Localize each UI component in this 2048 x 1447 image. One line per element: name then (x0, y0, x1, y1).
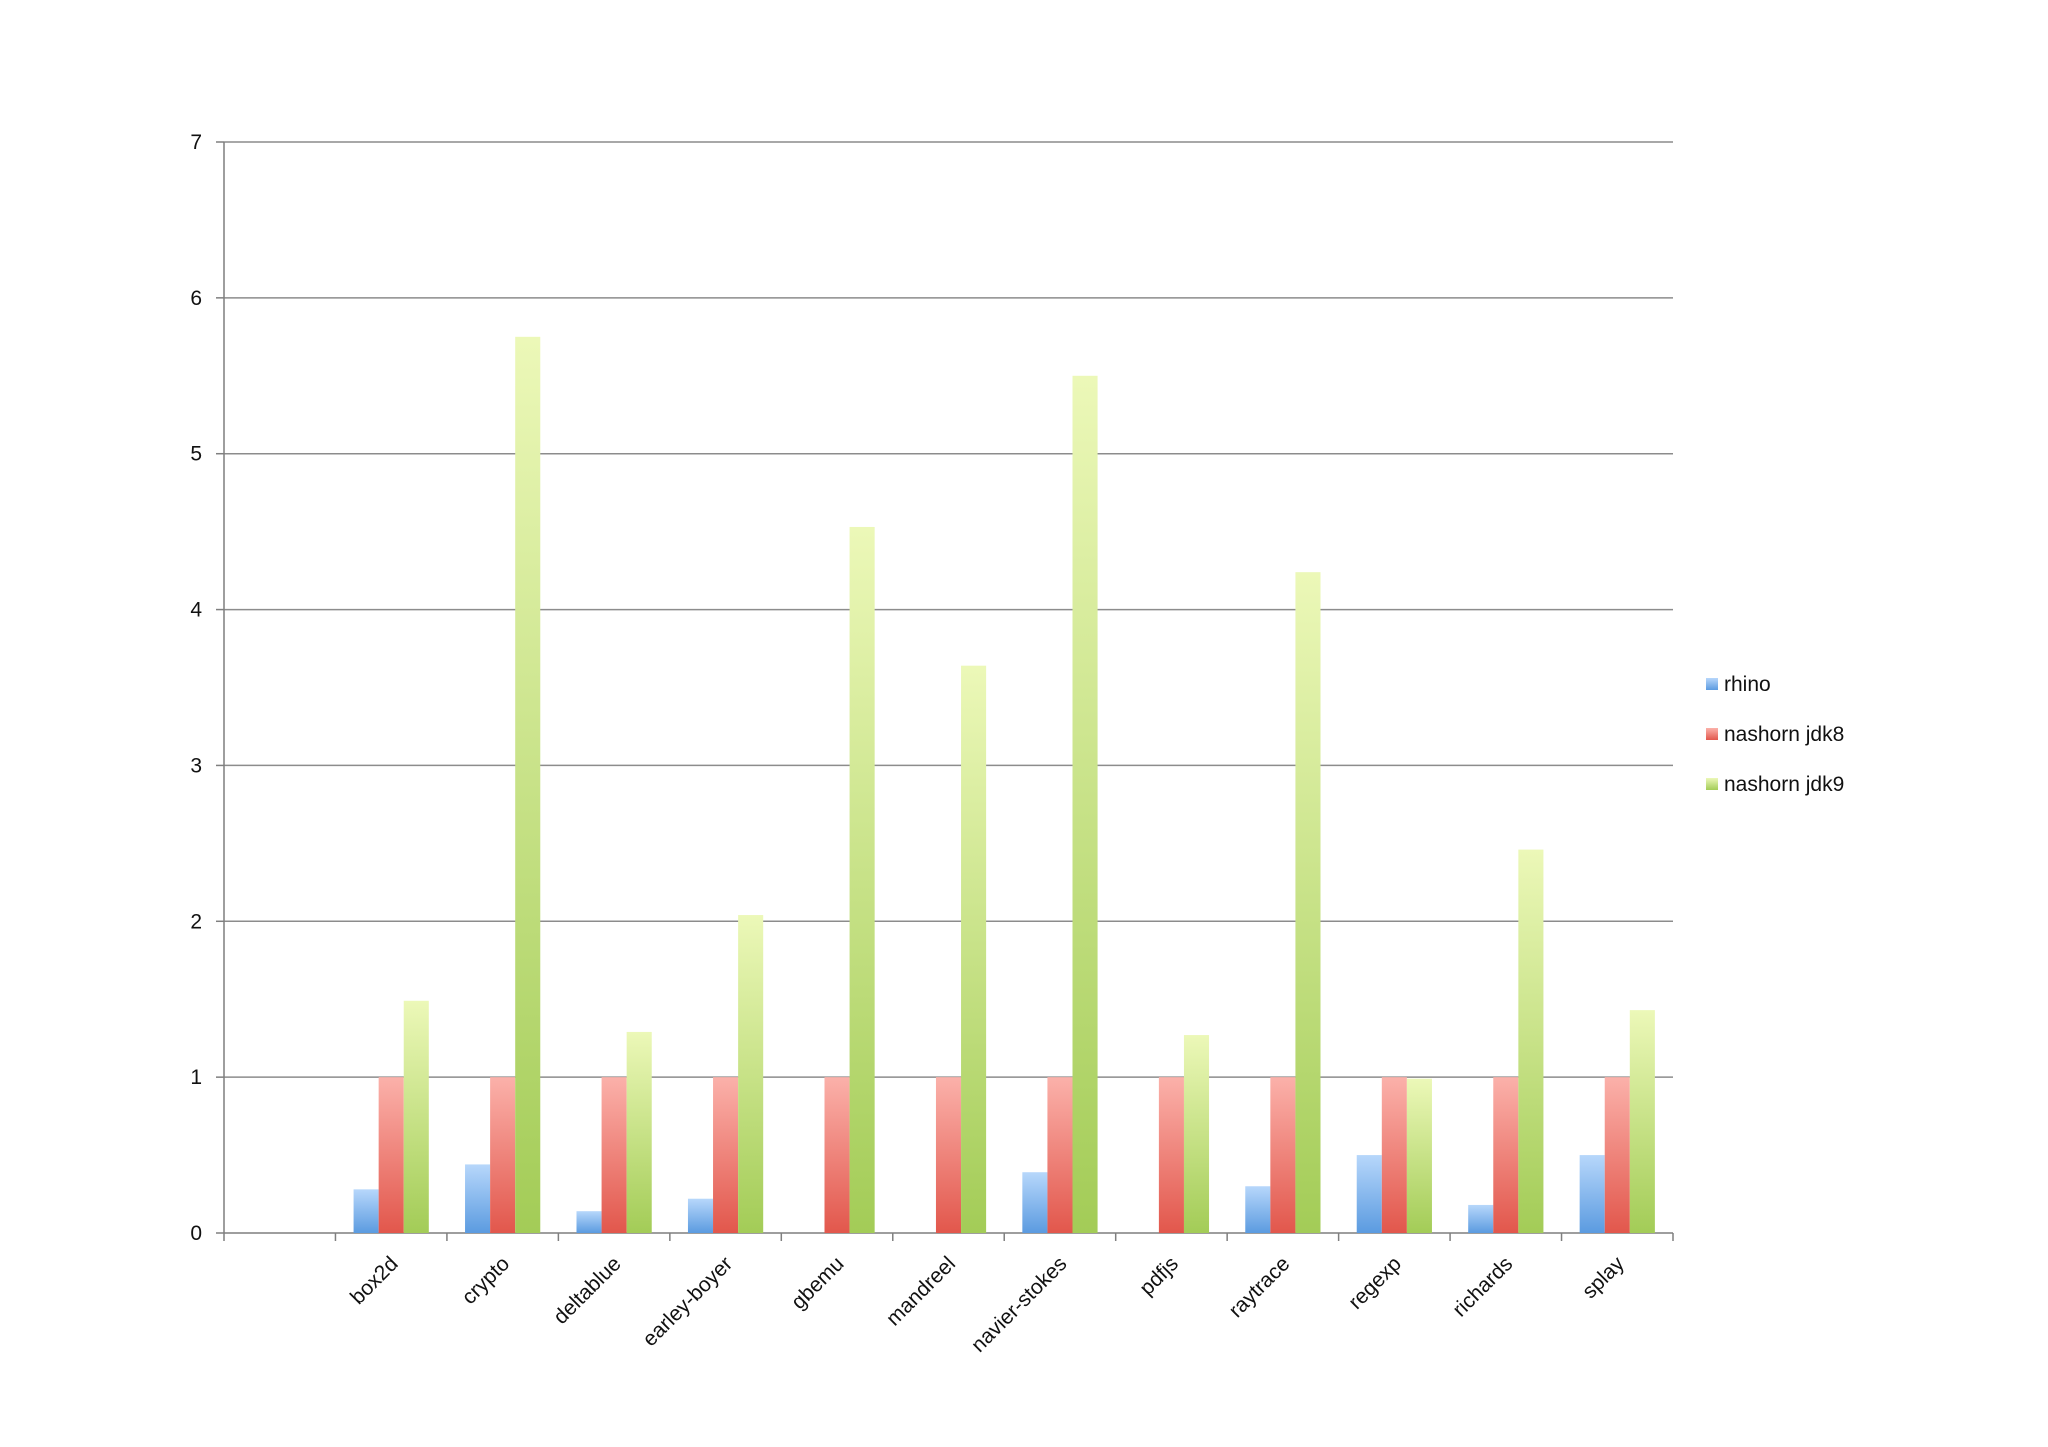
bar-nashorn-jdk9-deltablue (626, 1031, 652, 1233)
bar-nashorn-jdk9-navier-stokes (1072, 375, 1098, 1233)
x-tick-label: earley-boyer (638, 1252, 737, 1351)
y-tick-label: 2 (190, 910, 202, 933)
bar-rhino-earley-boyer (687, 1198, 714, 1233)
bar-nashorn-jdk9-richards (1518, 849, 1544, 1233)
bar-nashorn-jdk8-deltablue (601, 1077, 627, 1233)
bar-nashorn-jdk9-earley-boyer (738, 915, 764, 1233)
bar-nashorn-jdk8-gbemu (824, 1077, 850, 1233)
bar-rhino-splay (1579, 1155, 1605, 1233)
legend-swatch (1706, 678, 1718, 690)
legend-label: nashorn jdk8 (1724, 723, 1844, 746)
x-tick-label: navier-stokes (967, 1252, 1072, 1357)
legend-swatch (1706, 778, 1718, 790)
bar-nashorn-jdk9-raytrace (1295, 572, 1321, 1233)
bar-nashorn-jdk8-box2d (378, 1077, 404, 1233)
legend: rhino nashorn jdk8 nashorn jdk9 (1706, 673, 1844, 796)
bar-nashorn-jdk8-mandreel (935, 1077, 962, 1233)
bar-nashorn-jdk9-pdfjs (1183, 1035, 1210, 1233)
legend-label: nashorn jdk9 (1724, 773, 1844, 796)
bars (353, 336, 1655, 1234)
bar-nashorn-jdk9-gbemu (849, 526, 875, 1233)
x-tick-label: regexp (1344, 1252, 1406, 1314)
x-tick-label: gbemu (787, 1252, 849, 1314)
x-tick-label: pdfjs (1135, 1252, 1183, 1300)
bar-nashorn-jdk8-crypto (490, 1077, 516, 1233)
bar-nashorn-jdk9-box2d (403, 1000, 429, 1233)
bar-nashorn-jdk8-navier-stokes (1047, 1077, 1073, 1233)
bar-rhino-box2d (353, 1189, 379, 1233)
x-tick-label: deltablue (549, 1252, 626, 1329)
bar-nashorn-jdk8-splay (1604, 1077, 1630, 1233)
x-tick-label: splay (1578, 1252, 1629, 1303)
bar-nashorn-jdk8-regexp (1381, 1077, 1407, 1233)
bar-nashorn-jdk8-raytrace (1270, 1077, 1296, 1233)
y-tick-label: 7 (190, 131, 202, 154)
y-tick-label: 6 (190, 287, 202, 310)
bar-rhino-regexp (1356, 1155, 1382, 1233)
bar-rhino-richards (1468, 1204, 1494, 1233)
legend-label: rhino (1724, 673, 1771, 696)
bar-nashorn-jdk9-crypto (515, 336, 541, 1234)
x-tick-label: raytrace (1225, 1252, 1295, 1322)
y-tick-label: 5 (190, 443, 202, 466)
bar-rhino-deltablue (576, 1211, 602, 1233)
x-tick-label: crypto (457, 1252, 514, 1309)
x-tick-label: box2d (346, 1252, 403, 1309)
bar-rhino-navier-stokes (1022, 1172, 1048, 1233)
bar-nashorn-jdk8-pdfjs (1158, 1077, 1184, 1233)
y-tick-label: 0 (190, 1222, 202, 1245)
legend-swatch (1706, 728, 1718, 740)
bar-nashorn-jdk9-splay (1629, 1010, 1655, 1233)
axes (216, 141, 1674, 1241)
bar-nashorn-jdk9-mandreel (961, 665, 987, 1233)
x-tick-label: richards (1448, 1252, 1517, 1321)
bar-nashorn-jdk8-richards (1493, 1077, 1519, 1233)
bar-rhino-raytrace (1245, 1186, 1271, 1233)
y-tick-label: 1 (190, 1066, 202, 1089)
gridlines (224, 141, 1673, 1078)
y-tick-label: 3 (190, 754, 202, 777)
bar-nashorn-jdk9-regexp (1406, 1078, 1432, 1233)
bar-rhino-crypto (465, 1164, 491, 1233)
x-tick-label: mandreel (882, 1252, 960, 1330)
bar-nashorn-jdk8-earley-boyer (713, 1077, 739, 1233)
y-tick-label: 4 (190, 599, 202, 622)
